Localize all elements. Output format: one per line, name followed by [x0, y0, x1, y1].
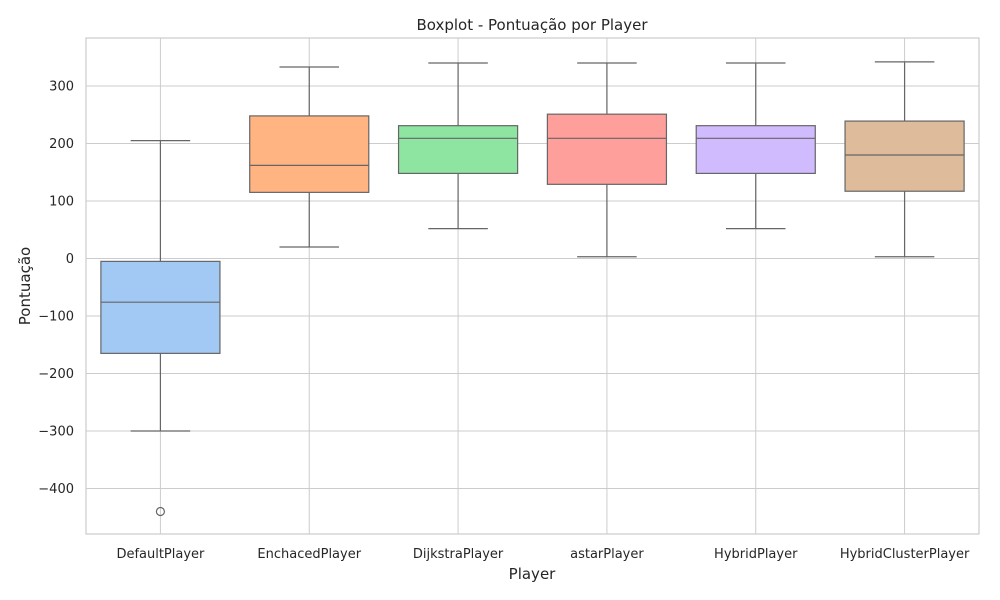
y-tick-label: −300 — [38, 425, 74, 440]
y-tick-label: −200 — [38, 367, 74, 382]
box — [844, 120, 965, 192]
x-tick-label: HybridClusterPlayer — [840, 547, 970, 562]
box — [100, 260, 221, 354]
y-tick-labels: 300 200 100 0 −100 −200 −300 −400 — [38, 80, 74, 498]
box-group — [546, 62, 668, 258]
y-tick-label: 200 — [49, 137, 74, 152]
y-tick-label: 300 — [49, 80, 74, 95]
y-tick-label: 100 — [49, 195, 74, 210]
y-axis-label: Pontuação — [16, 247, 34, 325]
y-tick-label: 0 — [66, 252, 74, 267]
box — [695, 125, 816, 175]
plot-frame — [85, 37, 980, 535]
boxes — [100, 61, 965, 517]
chart-title: Boxplot - Pontuação por Player — [416, 16, 648, 34]
box-group — [844, 61, 965, 258]
y-tick-label: −100 — [38, 310, 74, 325]
x-axis-label: Player — [509, 565, 557, 583]
box-group — [695, 62, 816, 230]
x-tick-label: DefaultPlayer — [116, 547, 205, 562]
x-tick-labels: DefaultPlayer EnchacedPlayer DijkstraPlaye… — [116, 547, 970, 562]
x-tick-label: EnchacedPlayer — [257, 547, 361, 562]
box — [546, 113, 668, 185]
box-group — [397, 62, 519, 230]
x-tick-label: DijkstraPlayer — [413, 547, 504, 562]
x-tick-label: HybridPlayer — [714, 547, 798, 562]
y-tick-label: −400 — [38, 482, 74, 497]
box — [249, 115, 370, 193]
box-group — [100, 140, 221, 517]
outlier-point — [155, 506, 166, 517]
x-tick-label: astarPlayer — [570, 547, 644, 562]
box-group — [249, 66, 370, 248]
box — [397, 125, 519, 175]
